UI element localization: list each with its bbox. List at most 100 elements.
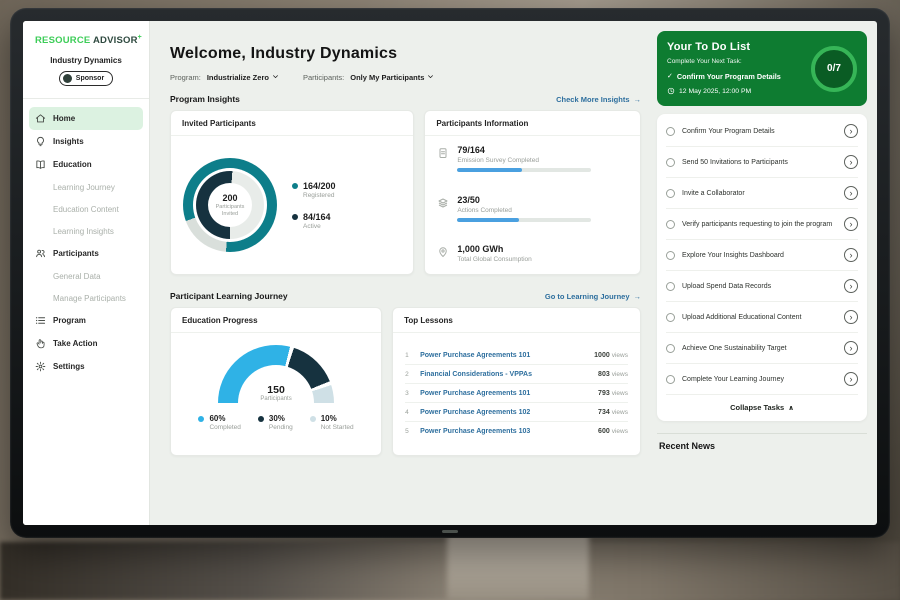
lesson-rank: 1 [405, 351, 409, 359]
todo-due: 12 May 2025, 12:00 PM [667, 87, 803, 95]
task-open-button[interactable]: › [844, 186, 858, 201]
education-legend: 60% Completed 30% Pending [198, 414, 354, 431]
sidebar-item-label: Program [53, 316, 86, 326]
sidebar-item-program[interactable]: Program [23, 309, 149, 332]
task-label: Upload Spend Data Records [682, 282, 772, 290]
task-label: Confirm Your Program Details [682, 127, 775, 135]
sidebar-item-education[interactable]: Education [23, 153, 149, 176]
lesson-views-value: 734 [598, 408, 610, 416]
task-checkbox[interactable] [666, 157, 675, 167]
task-checkbox[interactable] [666, 219, 675, 229]
lesson-link[interactable]: Power Purchase Agreements 102 [420, 408, 531, 416]
todo-task-list: Confirm Your Program Details › Send 50 I… [657, 114, 867, 422]
take-action-icon [35, 338, 46, 349]
check-more-insights-link[interactable]: Check More Insights → [556, 95, 641, 104]
stat-global-consumption: 1,000 GWh Total Global Consumption [437, 244, 628, 263]
program-insights-title: Program Insights [170, 94, 240, 104]
learning-journey-title: Participant Learning Journey [170, 291, 288, 301]
task-row[interactable]: Achieve One Sustainability Target › [666, 333, 858, 365]
todo-title: Your To Do List [667, 41, 751, 53]
program-filter-dropdown[interactable]: Industrialize Zero [207, 73, 279, 82]
task-open-button[interactable]: › [844, 217, 858, 232]
task-row[interactable]: Send 50 Invitations to Participants › [666, 147, 858, 179]
lesson-link[interactable]: Financial Considerations - VPPAs [420, 370, 532, 378]
education-progress-body: 150 Participants 60% Completed [171, 333, 381, 455]
lesson-link[interactable]: Power Purchase Agreements 101 [420, 389, 531, 397]
lesson-link[interactable]: Power Purchase Agreements 103 [420, 427, 531, 435]
sidebar-item-label: Learning Journey [53, 182, 115, 192]
task-row[interactable]: Upload Spend Data Records › [666, 271, 858, 303]
legend-registered: 164/200 Registered [292, 181, 336, 199]
lesson-row: 4 Power Purchase Agreements 102 734 views [405, 403, 628, 422]
task-row[interactable]: Verify participants requesting to join t… [666, 209, 858, 241]
lesson-views-unit: views [611, 351, 628, 359]
stat-label: Emission Survey Completed [457, 157, 539, 164]
sponsor-badge[interactable]: Sponsor [58, 71, 114, 87]
sidebar-item-settings[interactable]: Settings [23, 355, 149, 378]
sidebar-item-label: Insights [53, 137, 84, 147]
sidebar-item-label: Education [53, 160, 92, 170]
task-checkbox[interactable] [666, 281, 675, 291]
task-checkbox[interactable] [666, 188, 675, 198]
arrow-right-icon: → [633, 94, 642, 104]
todo-next-task[interactable]: ✓ Confirm Your Program Details [667, 72, 803, 81]
filter-bar: Program: Industrialize Zero Participants… [170, 73, 641, 82]
app-window: RESOURCE ADVISOR+ Industry Dynamics Spon… [23, 21, 877, 525]
donut-center-value: 200 [222, 192, 238, 203]
task-open-button[interactable]: › [844, 372, 858, 387]
legend-active: 84/164 Active [292, 212, 336, 230]
invited-participants-body: 200 Participants Invited 164/200 Registe [171, 136, 413, 274]
sidebar-item-general-data[interactable]: General Data [23, 265, 149, 287]
card-title: Participants Information [425, 111, 640, 136]
legend-label: Active [303, 222, 321, 230]
task-checkbox[interactable] [666, 374, 675, 384]
todo-progress-value: 0/7 [827, 63, 841, 75]
progress-fill [457, 168, 522, 172]
legend-dot-pending [257, 416, 264, 422]
app-logo[interactable]: RESOURCE ADVISOR+ [23, 21, 149, 54]
sidebar-item-participants[interactable]: Participants [23, 242, 149, 265]
program-filter-label: Program: [170, 73, 201, 82]
task-open-button[interactable]: › [844, 310, 858, 325]
task-open-button[interactable]: › [844, 248, 858, 263]
program-filter-value: Industrialize Zero [206, 73, 269, 82]
task-row[interactable]: Explore Your Insights Dashboard › [666, 240, 858, 272]
lesson-link[interactable]: Power Purchase Agreements 101 [420, 351, 531, 359]
participants-filter-dropdown[interactable]: Only My Participants [350, 73, 434, 82]
task-checkbox[interactable] [666, 312, 675, 322]
sidebar-item-home[interactable]: Home [29, 107, 143, 131]
task-open-button[interactable]: › [844, 124, 858, 139]
sidebar-item-manage-participants[interactable]: Manage Participants [23, 287, 149, 309]
sidebar-item-label: Home [53, 114, 76, 124]
task-row[interactable]: Upload Additional Educational Content › [666, 302, 858, 334]
go-to-learning-journey-link[interactable]: Go to Learning Journey → [545, 292, 641, 301]
gauge-center-value: 150 [267, 384, 285, 396]
learning-journey-header: Participant Learning Journey Go to Learn… [170, 291, 641, 301]
sidebar-item-label: Manage Participants [53, 293, 126, 303]
chevron-right-icon: › [849, 218, 853, 229]
gauge-center-label: Participants [260, 396, 292, 402]
sidebar-item-insights[interactable]: Insights [23, 130, 149, 153]
task-row[interactable]: Confirm Your Program Details › [666, 116, 858, 148]
task-open-button[interactable]: › [844, 155, 858, 170]
sidebar-item-education-content[interactable]: Education Content [23, 198, 149, 220]
task-row[interactable]: Invite a Collaborator › [666, 178, 858, 210]
top-lessons-card: Top Lessons 1 Power Purchase Agreements … [392, 307, 641, 456]
sidebar-item-learning-journey[interactable]: Learning Journey [23, 176, 149, 198]
task-label: Explore Your Insights Dashboard [682, 251, 784, 259]
legend-dot-registered [292, 182, 298, 189]
collapse-tasks-button[interactable]: Collapse Tasks ∧ [666, 395, 858, 421]
task-open-button[interactable]: › [844, 341, 858, 356]
page-title: Welcome, Industry Dynamics [170, 45, 398, 62]
lesson-views-unit: views [611, 408, 628, 416]
education-progress-card: Education Progress 150 Participants [170, 307, 383, 456]
insights-cards-row: Invited Participants 200 Participants In… [170, 110, 641, 275]
sidebar-item-learning-insights[interactable]: Learning Insights [23, 220, 149, 242]
sidebar-item-take-action[interactable]: Take Action [23, 332, 149, 355]
task-checkbox[interactable] [666, 126, 675, 136]
task-row[interactable]: Complete Your Learning Journey › [666, 364, 858, 396]
check-icon: ✓ [667, 73, 673, 80]
task-open-button[interactable]: › [844, 279, 858, 294]
task-checkbox[interactable] [666, 343, 675, 353]
task-checkbox[interactable] [666, 250, 675, 260]
